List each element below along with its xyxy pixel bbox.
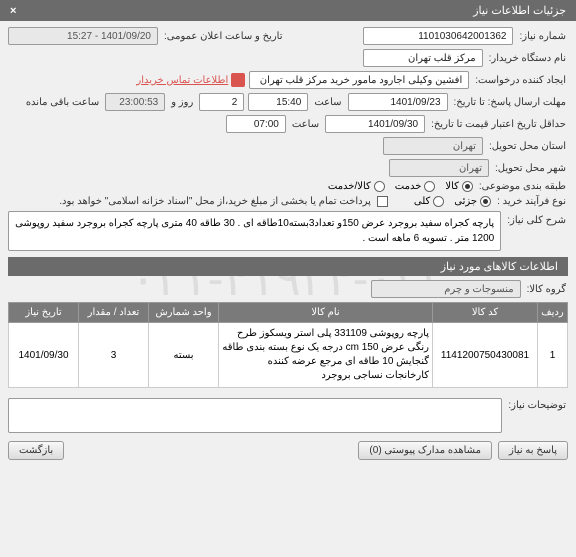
creator-label: ایجاد کننده درخواست: xyxy=(473,75,568,86)
need-number-label: شماره نیاز: xyxy=(517,31,568,42)
table-row: 1 1141200750430081 پارچه روپوشی 331109 پ… xyxy=(9,323,568,388)
radio-both[interactable]: کالا/خدمت xyxy=(328,181,385,192)
th-date: تاریخ نیاز xyxy=(9,303,79,323)
cell-rownum: 1 xyxy=(538,323,568,388)
radio-service[interactable]: خدمت xyxy=(395,181,436,192)
radio-goods[interactable]: کالا xyxy=(445,181,473,192)
deadline-date: 1401/09/23 xyxy=(348,93,448,111)
announce-date-label: تاریخ و ساعت اعلان عمومی: xyxy=(162,31,285,42)
delivery-addr-label: استان محل تحویل: xyxy=(487,141,568,152)
radio-full-circle xyxy=(433,196,444,207)
radio-both-label: کالا/خدمت xyxy=(328,181,371,192)
remaining-time: 23:00:53 xyxy=(105,93,165,111)
th-unit: واحد شمارش xyxy=(149,303,219,323)
notes-label: توضیحات نیاز: xyxy=(506,396,568,411)
cell-qty: 3 xyxy=(79,323,149,388)
payment-note: پرداخت تمام یا بخشی از مبلغ خرید،از محل … xyxy=(57,196,373,207)
buyer-label: نام دستگاه خریدار: xyxy=(487,53,568,64)
goods-table: ردیف کد کالا نام کالا واحد شمارش تعداد /… xyxy=(8,302,568,388)
min-valid-time: 07:00 xyxy=(226,115,286,133)
main-content: شماره نیاز: 1101030642001362 تاریخ و ساع… xyxy=(0,21,576,466)
goods-section-title: اطلاعات کالاهای مورد نیاز xyxy=(8,257,568,276)
radio-goods-label: کالا xyxy=(445,181,459,192)
header-title: جزئیات اطلاعات نیاز xyxy=(473,4,566,17)
radio-partial-label: جزئی xyxy=(454,196,477,207)
radio-service-circle xyxy=(424,181,435,192)
radio-goods-circle xyxy=(462,181,473,192)
need-number-value: 1101030642001362 xyxy=(363,27,513,45)
delivery-city-label: شهر محل تحویل: xyxy=(493,163,568,174)
purchase-type-label: نوع فرآیند خرید : xyxy=(495,196,568,207)
attachments-button[interactable]: مشاهده مدارک پیوستی (0) xyxy=(358,441,492,460)
goods-group-value: منسوجات و چرم xyxy=(371,280,521,298)
close-icon[interactable]: × xyxy=(10,5,16,17)
delivery-addr-value: تهران xyxy=(383,137,483,155)
category-radio-group: کالا خدمت کالا/خدمت xyxy=(328,181,473,192)
th-qty: تعداد / مقدار xyxy=(79,303,149,323)
days-label: روز و xyxy=(169,97,195,108)
desc-value: پارچه کجراه سفید بروجرد عرض 150و تعداد3ب… xyxy=(8,211,501,251)
desc-label: شرح کلی نیاز: xyxy=(505,211,568,226)
buyer-value: مرکز قلب تهران xyxy=(363,49,483,67)
category-label: طبقه بندی موضوعی: xyxy=(477,181,568,192)
cell-unit: بسته xyxy=(149,323,219,388)
remaining-label: ساعت باقی مانده xyxy=(24,97,101,108)
footer-buttons: پاسخ به نیاز مشاهده مدارک پیوستی (0) باز… xyxy=(8,441,568,460)
radio-both-circle xyxy=(374,181,385,192)
radio-partial[interactable]: جزئی xyxy=(454,196,491,207)
min-valid-date: 1401/09/30 xyxy=(325,115,425,133)
notes-area xyxy=(8,398,502,433)
announce-date-value: 1401/09/20 - 15:27 xyxy=(8,27,158,45)
th-rownum: ردیف xyxy=(538,303,568,323)
back-button[interactable]: بازگشت xyxy=(8,441,64,460)
time-label-1: ساعت xyxy=(312,97,343,108)
contact-link[interactable]: اطلاعات تماس خریدار xyxy=(136,73,245,87)
deadline-time: 15:40 xyxy=(248,93,308,111)
contact-link-text: اطلاعات تماس خریدار xyxy=(136,75,228,86)
th-name: نام کالا xyxy=(219,303,433,323)
radio-partial-circle xyxy=(480,196,491,207)
delivery-city-value: تهران xyxy=(389,159,489,177)
th-code: کد کالا xyxy=(433,303,538,323)
days-value: 2 xyxy=(199,93,244,111)
radio-full-label: کلی xyxy=(414,196,430,207)
cell-date: 1401/09/30 xyxy=(9,323,79,388)
radio-full[interactable]: کلی xyxy=(414,196,444,207)
reply-button[interactable]: پاسخ به نیاز xyxy=(498,441,568,460)
creator-value: افشین وکیلی اجارود مامور خرید مرکز قلب ت… xyxy=(249,71,469,89)
contact-icon xyxy=(231,73,245,87)
cell-name: پارچه روپوشی 331109 پلی استر ویسکوز طرح … xyxy=(219,323,433,388)
radio-service-label: خدمت xyxy=(395,181,422,192)
header-bar: جزئیات اطلاعات نیاز × xyxy=(0,0,576,21)
deadline-label: مهلت ارسال پاسخ: تا تاریخ: xyxy=(452,97,568,108)
table-header-row: ردیف کد کالا نام کالا واحد شمارش تعداد /… xyxy=(9,303,568,323)
min-valid-label: حداقل تاریخ اعتبار قیمت تا تاریخ: xyxy=(429,119,568,130)
purchase-radio-group: جزئی کلی xyxy=(414,196,491,207)
time-label-2: ساعت xyxy=(290,119,321,130)
goods-group-label: گروه کالا: xyxy=(525,284,568,295)
cell-code: 1141200750430081 xyxy=(433,323,538,388)
payment-checkbox[interactable] xyxy=(377,196,388,207)
